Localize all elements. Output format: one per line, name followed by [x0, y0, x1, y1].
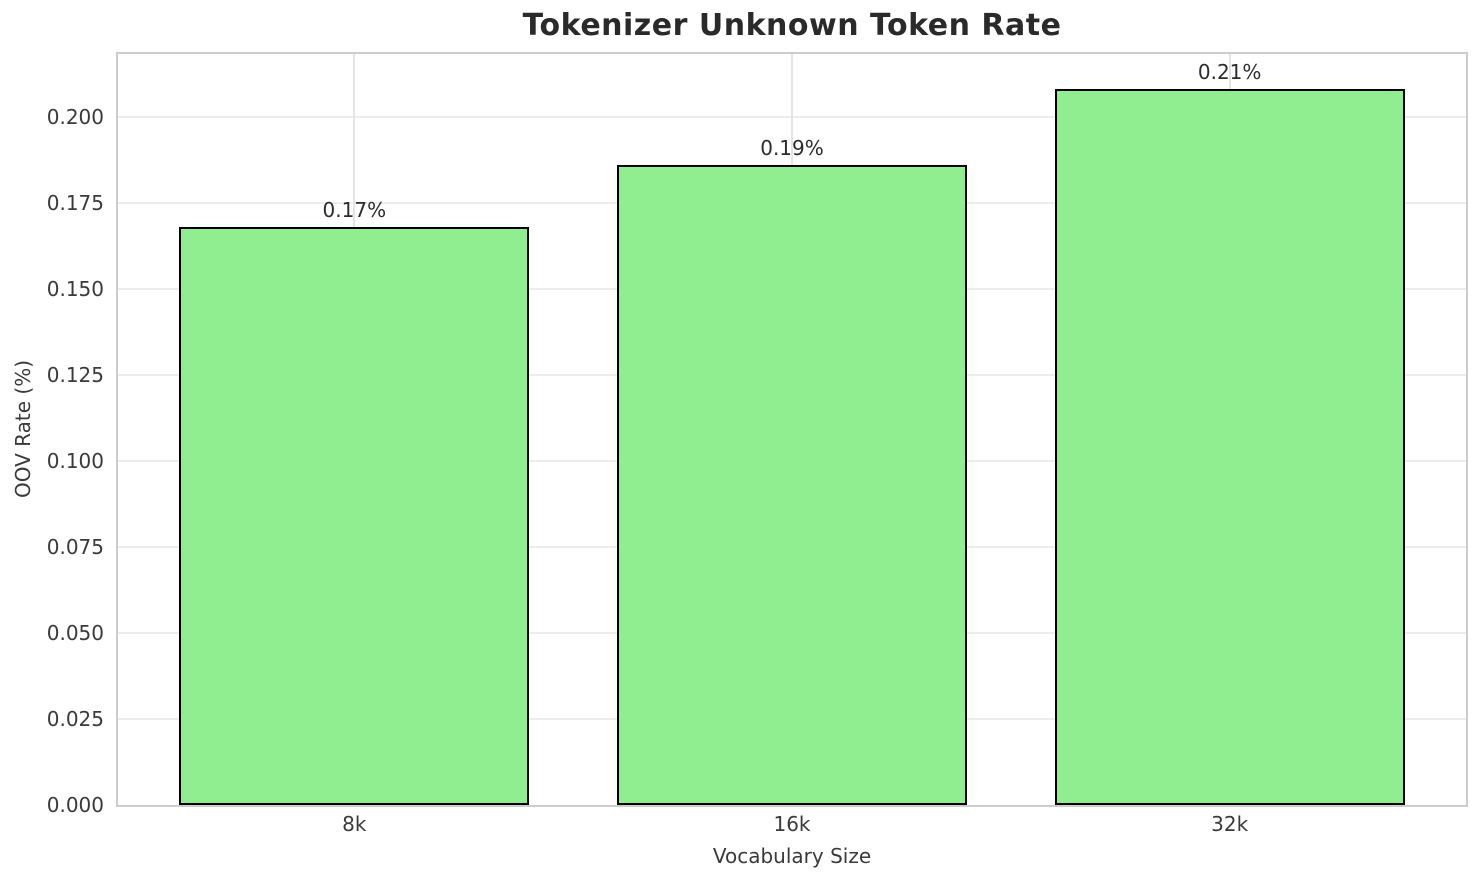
y-tick-label: 0.175 — [46, 190, 104, 215]
y-tick-label: 0.000 — [46, 793, 104, 817]
y-tick-label: 0.100 — [46, 448, 104, 473]
bar-value-label: 0.19% — [760, 135, 824, 160]
y-tick-label: 0.050 — [46, 620, 104, 645]
x-axis-ticks: 8k 16k 32k — [118, 812, 1466, 840]
plot-inner: 0.17% 0.19% 0.21% — [118, 54, 1466, 805]
x-tick-label: 16k — [773, 812, 811, 836]
bar-value-label: 0.21% — [1197, 60, 1262, 85]
x-tick-label: 32k — [1211, 812, 1249, 836]
bar-value-label: 0.17% — [322, 197, 387, 222]
x-axis-label: Vocabulary Size — [712, 844, 872, 868]
bar — [616, 164, 968, 805]
y-tick-label: 0.200 — [46, 104, 104, 129]
x-tick-label: 8k — [342, 812, 367, 836]
y-tick-label: 0.150 — [46, 276, 104, 301]
bar — [1054, 89, 1405, 805]
plot-area: 0.17% 0.19% 0.21% — [116, 52, 1468, 807]
y-tick-label: 0.125 — [46, 362, 104, 387]
chart-title: Tokenizer Unknown Token Rate — [522, 8, 1062, 43]
y-tick-label: 0.025 — [46, 706, 104, 731]
bar — [179, 226, 530, 805]
y-tick-label: 0.075 — [46, 534, 104, 559]
y-axis-ticks: 0.000 0.025 0.050 0.075 0.100 0.125 0.150 0.175… — [0, 52, 104, 817]
